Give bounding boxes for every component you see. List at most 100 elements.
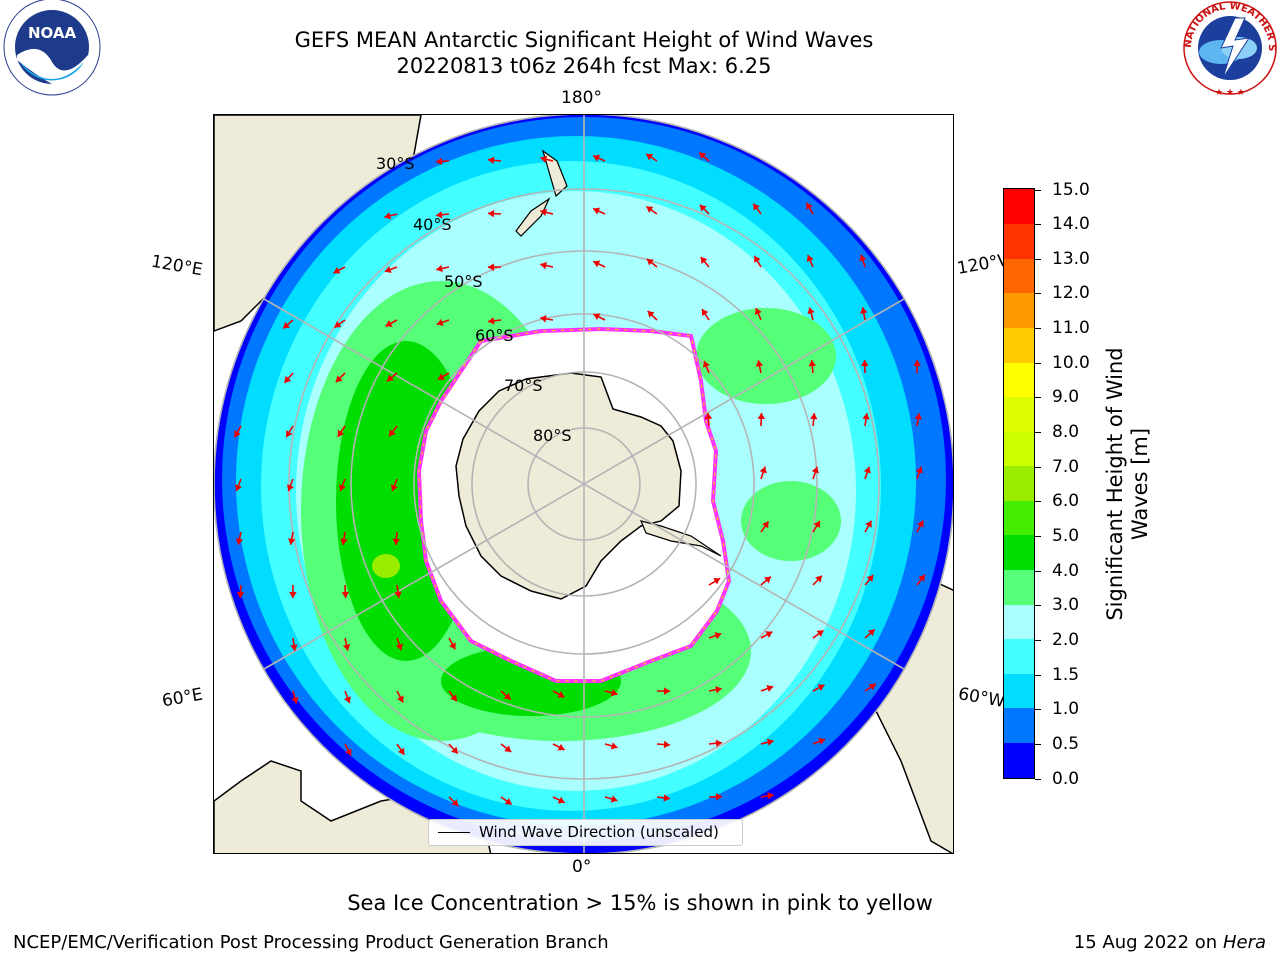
polar-map: 30°S 40°S 50°S 60°S 70°S 80°S (214, 115, 953, 853)
wind-wave-arrowhead (436, 157, 443, 166)
wind-wave-arrowhead (762, 521, 769, 529)
wind-wave-arrowhead (918, 574, 925, 582)
wind-wave-arrowhead (868, 683, 876, 691)
lon-label-bottom: 0° (572, 857, 592, 877)
wind-wave-arrowhead (337, 429, 345, 437)
noaa-logo-text: NOAA (28, 24, 77, 42)
new-zealand-land (541, 149, 568, 198)
wind-wave-arrowhead (713, 578, 721, 585)
wind-wave-arrowhead (715, 685, 722, 694)
wind-wave-arrowhead (704, 413, 713, 420)
wind-wave-arrowhead (701, 309, 709, 317)
wind-wave-arrowhead (860, 307, 868, 314)
wind-wave-arrowhead (436, 211, 443, 219)
wind-wave-arrowhead (290, 644, 298, 651)
colorbar-tick (1035, 743, 1041, 745)
wind-wave-arrowhead (291, 696, 299, 704)
wind-wave-arrowhead (863, 466, 871, 474)
colorbar-segment (1004, 361, 1034, 398)
wind-wave-arrowhead (913, 360, 921, 367)
svg-text:★ ★ ★: ★ ★ ★ (1215, 88, 1245, 98)
wind-wave-arrowhead (806, 202, 813, 210)
wind-wave-arrowhead (766, 738, 774, 746)
colorbar-tick (1035, 293, 1041, 295)
colorbar (1003, 188, 1035, 779)
colorbar-tick (1035, 639, 1041, 641)
wind-wave-arrowhead (436, 318, 444, 326)
wind-wave-arrowhead (816, 630, 824, 637)
wind-wave-arrowhead (488, 263, 494, 271)
wind-wave-arrowhead (437, 373, 445, 380)
wind-wave-arrowhead (700, 257, 708, 264)
wind-wave-arrowhead (557, 691, 565, 698)
wind-wave-arrowhead (859, 254, 867, 262)
wind-wave-arrowhead (394, 591, 402, 598)
wind-wave-arrowhead (451, 799, 459, 806)
wind-wave-arrowhead (389, 429, 396, 437)
wind-wave-arrowhead (344, 748, 352, 756)
map-legend: Wind Wave Direction (unscaled) (428, 819, 743, 846)
colorbar-segment (1004, 673, 1034, 709)
lat-label-60s: 60°S (475, 326, 514, 345)
colorbar-tick-label: 2.0 (1052, 629, 1080, 650)
wind-wave-arrowhead (699, 204, 707, 212)
colorbar-segment (1004, 465, 1034, 501)
colorbar-tick-label: 0.0 (1052, 768, 1080, 789)
colorbar-tick (1035, 674, 1041, 676)
wind-wave-arrowhead (540, 315, 547, 323)
colorbar-tick (1035, 224, 1041, 226)
colorbar-tick-label: 8.0 (1052, 422, 1080, 443)
wind-wave-arrowhead (557, 743, 565, 751)
wind-wave-arrowhead (557, 796, 565, 804)
colorbar-tick (1035, 397, 1041, 399)
wind-wave-arrowhead (811, 466, 819, 474)
run-date: 15 Aug 2022 on Hera (1073, 932, 1266, 953)
wind-wave-arrowhead (818, 737, 826, 745)
wind-wave-arrowhead (385, 320, 393, 327)
wind-wave-arrowhead (396, 695, 404, 703)
wind-wave-arrowhead (234, 484, 242, 492)
colorbar-segment (1004, 604, 1034, 640)
producer-credit: NCEP/EMC/Verification Post Processing Pr… (13, 932, 609, 953)
colorbar-tick-label: 3.0 (1052, 595, 1080, 616)
wind-wave-arrowhead (647, 310, 655, 318)
wind-wave-arrowhead (236, 591, 245, 598)
wind-wave-arrowhead (806, 255, 814, 262)
wind-wave-arrowhead (450, 694, 457, 702)
wind-wave-arrowhead (664, 687, 670, 695)
wind-wave-arrowhead (488, 209, 495, 218)
colorbar-tick-label: 14.0 (1052, 214, 1090, 235)
wind-wave-arrowhead (914, 413, 922, 420)
wind-wave-arrowhead (610, 795, 618, 803)
wind-wave-arrowhead (861, 360, 869, 367)
band-3.0-4.0-east (696, 308, 836, 404)
wind-wave-arrowhead (807, 307, 815, 315)
wind-wave-arrowhead (234, 430, 241, 438)
wind-wave-arrowhead (817, 684, 825, 692)
colorbar-tick-label: 9.0 (1052, 387, 1080, 408)
wind-wave-arrows (233, 151, 926, 807)
wind-wave-arrowhead (813, 520, 820, 528)
wind-wave-arrowhead (808, 360, 817, 367)
wind-wave-arrowhead (449, 642, 456, 650)
colorbar-segment (1004, 292, 1034, 328)
colorbar-tick-label: 6.0 (1052, 491, 1080, 512)
map-panel: 30°S 40°S 50°S 60°S 70°S 80°S Wind Wave … (213, 114, 954, 854)
colorbar-tick (1035, 501, 1041, 503)
host-name: Hera (1222, 932, 1266, 953)
wind-wave-arrowhead (715, 739, 722, 748)
wind-wave-arrowhead (436, 264, 443, 273)
lat-label-70s: 70°S (504, 376, 543, 395)
lat-label-30s: 30°S (376, 154, 415, 173)
chart-title: GEFS MEAN Antarctic Significant Height o… (294, 28, 874, 52)
colorbar-tick-label: 11.0 (1052, 318, 1090, 339)
wind-wave-arrowhead (765, 631, 773, 638)
meridian-120e-60w (263, 298, 905, 670)
colorbar-tick (1035, 328, 1041, 330)
colorbar-segment (1004, 189, 1034, 225)
wind-wave-arrowhead (593, 207, 601, 215)
wind-wave-arrowhead (540, 155, 548, 163)
wind-wave-arrowhead (503, 692, 511, 700)
colorbar-tick-label: 1.5 (1052, 664, 1080, 685)
colorbar-tick-label: 5.0 (1052, 525, 1080, 546)
